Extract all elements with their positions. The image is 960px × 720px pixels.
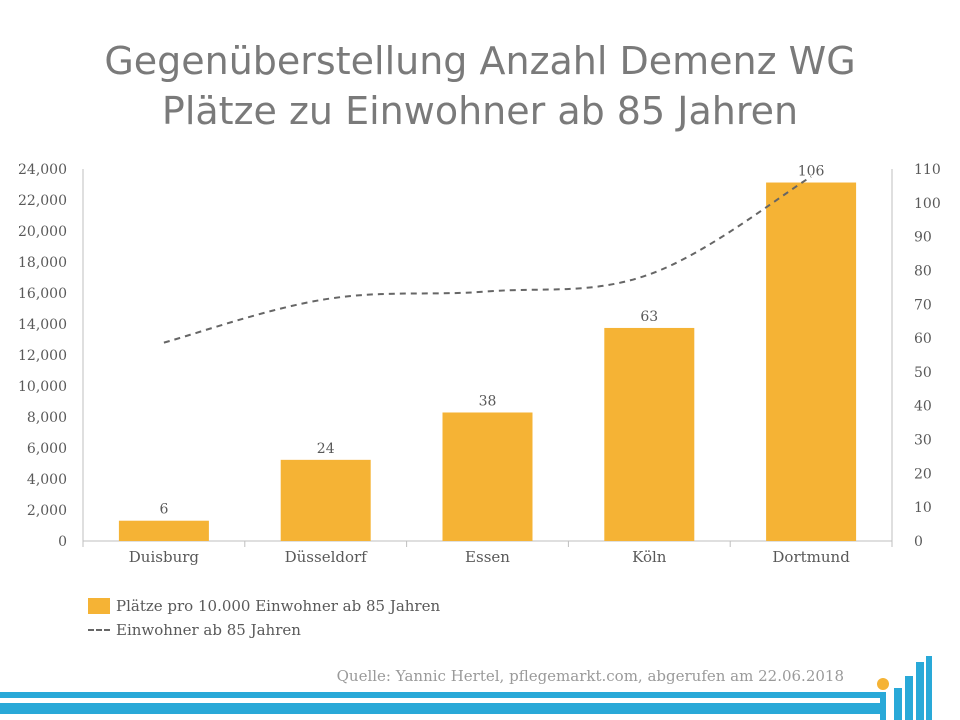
chart-title-line-1: Gegenüberstellung Anzahl Demenz WG	[104, 39, 856, 83]
logo-bar-2	[905, 676, 913, 720]
logo-bar-4	[926, 656, 932, 720]
right-tick-label: 0	[914, 534, 923, 550]
right-tick-label: 30	[914, 433, 932, 449]
x-tick-label: Düsseldorf	[285, 548, 369, 566]
logo-dot-stem	[880, 692, 886, 720]
right-tick-label: 50	[914, 365, 932, 381]
left-tick-label: 14,000	[18, 317, 67, 333]
right-tick-label: 70	[914, 297, 932, 313]
bar	[118, 520, 209, 541]
left-tick-label: 2,000	[27, 503, 67, 519]
right-tick-label: 90	[914, 230, 932, 246]
legend-label-line: Einwohner ab 85 Jahren	[116, 621, 301, 639]
bar	[442, 412, 533, 541]
chart-svg: 0 2,000 4,000 6,000 8,000 10,000 12,000 14,000 1…	[18, 162, 941, 566]
bar-data-label: 6	[159, 502, 168, 518]
bar-data-label: 38	[479, 393, 497, 409]
footer-stripe-top	[0, 692, 880, 698]
bar	[766, 182, 857, 541]
chart-title: Gegenüberstellung Anzahl Demenz WG Plätz…	[0, 36, 960, 136]
left-tick-label: 10,000	[18, 379, 67, 395]
bar-data-label: 106	[798, 164, 825, 180]
right-tick-label: 60	[914, 331, 932, 347]
left-tick-label: 20,000	[18, 224, 67, 240]
bar-data-label: 63	[640, 309, 658, 325]
right-tick-label: 10	[914, 500, 932, 516]
x-tick-label: Köln	[632, 548, 667, 566]
chart-title-line-2: Plätze zu Einwohner ab 85 Jahren	[161, 89, 799, 133]
left-tick-label: 4,000	[27, 472, 67, 488]
logo-bar-1	[894, 688, 902, 720]
logo-dot	[877, 678, 889, 690]
left-tick-label: 12,000	[18, 348, 67, 364]
legend-swatch-line	[88, 629, 110, 631]
left-tick-label: 24,000	[18, 162, 67, 178]
x-tick-label: Dortmund	[772, 548, 850, 566]
right-tick-label: 110	[914, 162, 941, 178]
legend-item-bar: Plätze pro 10.000 Einwohner ab 85 Jahren	[88, 594, 440, 618]
left-tick-label: 18,000	[18, 255, 67, 271]
legend-swatch-bar	[88, 598, 110, 614]
line-series-einwohner	[163, 175, 812, 344]
left-tick-label: 0	[58, 534, 67, 550]
right-tick-label: 40	[914, 399, 932, 415]
x-tick-label: Duisburg	[129, 548, 200, 566]
right-tick-label: 20	[914, 466, 932, 482]
legend: Plätze pro 10.000 Einwohner ab 85 Jahren…	[88, 594, 440, 642]
source-note: Quelle: Yannic Hertel, pflegemarkt.com, …	[336, 667, 844, 685]
left-tick-label: 8,000	[27, 410, 67, 426]
footer-stripe-bottom	[0, 703, 880, 714]
left-tick-label: 16,000	[18, 286, 67, 302]
legend-label-bar: Plätze pro 10.000 Einwohner ab 85 Jahren	[116, 597, 441, 615]
right-tick-label: 100	[914, 196, 941, 212]
bar	[604, 327, 695, 541]
left-tick-label: 22,000	[18, 193, 67, 209]
pflegemarkt-logo-icon	[877, 656, 932, 720]
bar-data-label: 24	[317, 441, 335, 457]
legend-item-line: Einwohner ab 85 Jahren	[88, 618, 440, 642]
bar	[280, 459, 371, 541]
left-tick-label: 6,000	[27, 441, 67, 457]
logo-bar-3	[916, 662, 924, 720]
x-tick-label: Essen	[465, 548, 510, 566]
right-tick-label: 80	[914, 263, 932, 279]
